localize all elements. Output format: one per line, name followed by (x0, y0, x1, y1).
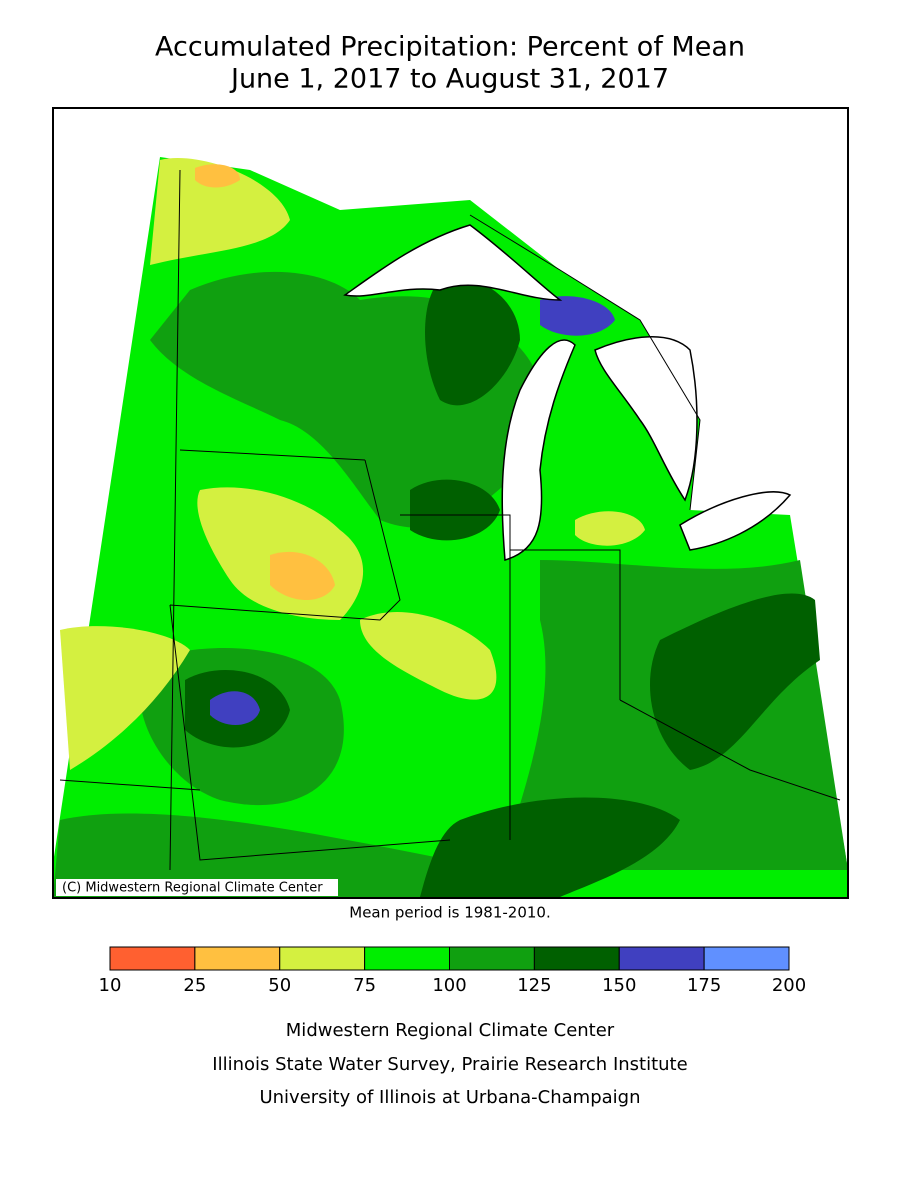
legend-tick-label: 10 (99, 975, 122, 996)
zone (195, 164, 240, 188)
border (59, 169, 841, 871)
footer-line: Midwestern Regional Climate Center (286, 1020, 615, 1041)
zone (150, 158, 290, 265)
footer-line: Illinois State Water Survey, Prairie Res… (212, 1054, 687, 1075)
map-frame (52, 107, 849, 899)
zone (410, 479, 500, 541)
zone (60, 626, 190, 770)
zone (270, 551, 335, 600)
title-line: Accumulated Precipitation: Percent of Me… (155, 32, 745, 63)
legend-tick-label: 100 (432, 975, 466, 996)
legend-tick-label: 25 (183, 975, 206, 996)
legend: 10 25 50 75 100 125 150 175 200 (99, 946, 806, 996)
legend-swatch (279, 946, 366, 971)
lake (594, 336, 698, 502)
zone (53, 813, 450, 897)
legend-tick-label: 50 (268, 975, 291, 996)
legend-swatch (364, 946, 450, 971)
map: (C) Midwestern Regional Climate Center (52, 107, 849, 899)
legend-tick-label: 125 (517, 975, 551, 996)
legend-swatch (194, 946, 281, 971)
zone (540, 296, 615, 336)
lake (501, 339, 576, 561)
copyright-bg (56, 879, 338, 896)
legend-swatch (109, 946, 196, 971)
mean-period: Mean period is 1981-2010. (349, 904, 550, 922)
legend-swatch (703, 946, 790, 971)
legend-swatch (449, 946, 535, 971)
legend-tick-label: 150 (602, 975, 636, 996)
zone (360, 611, 497, 700)
legend-tick-label: 175 (687, 975, 721, 996)
copyright: (C) Midwestern Regional Climate Center (62, 881, 323, 896)
footer-line: University of Illinois at Urbana-Champai… (259, 1087, 640, 1108)
zone (650, 593, 820, 770)
zone (210, 691, 260, 726)
legend-tick-label: 200 (772, 975, 806, 996)
zone (420, 797, 680, 897)
legend-swatch (533, 946, 620, 971)
lake (679, 491, 792, 551)
title-line: June 1, 2017 to August 31, 2017 (229, 64, 669, 95)
lake (343, 224, 563, 301)
zone (575, 511, 645, 546)
zone (425, 278, 520, 406)
legend-swatch (618, 946, 705, 971)
legend-tick-label: 75 (353, 975, 376, 996)
